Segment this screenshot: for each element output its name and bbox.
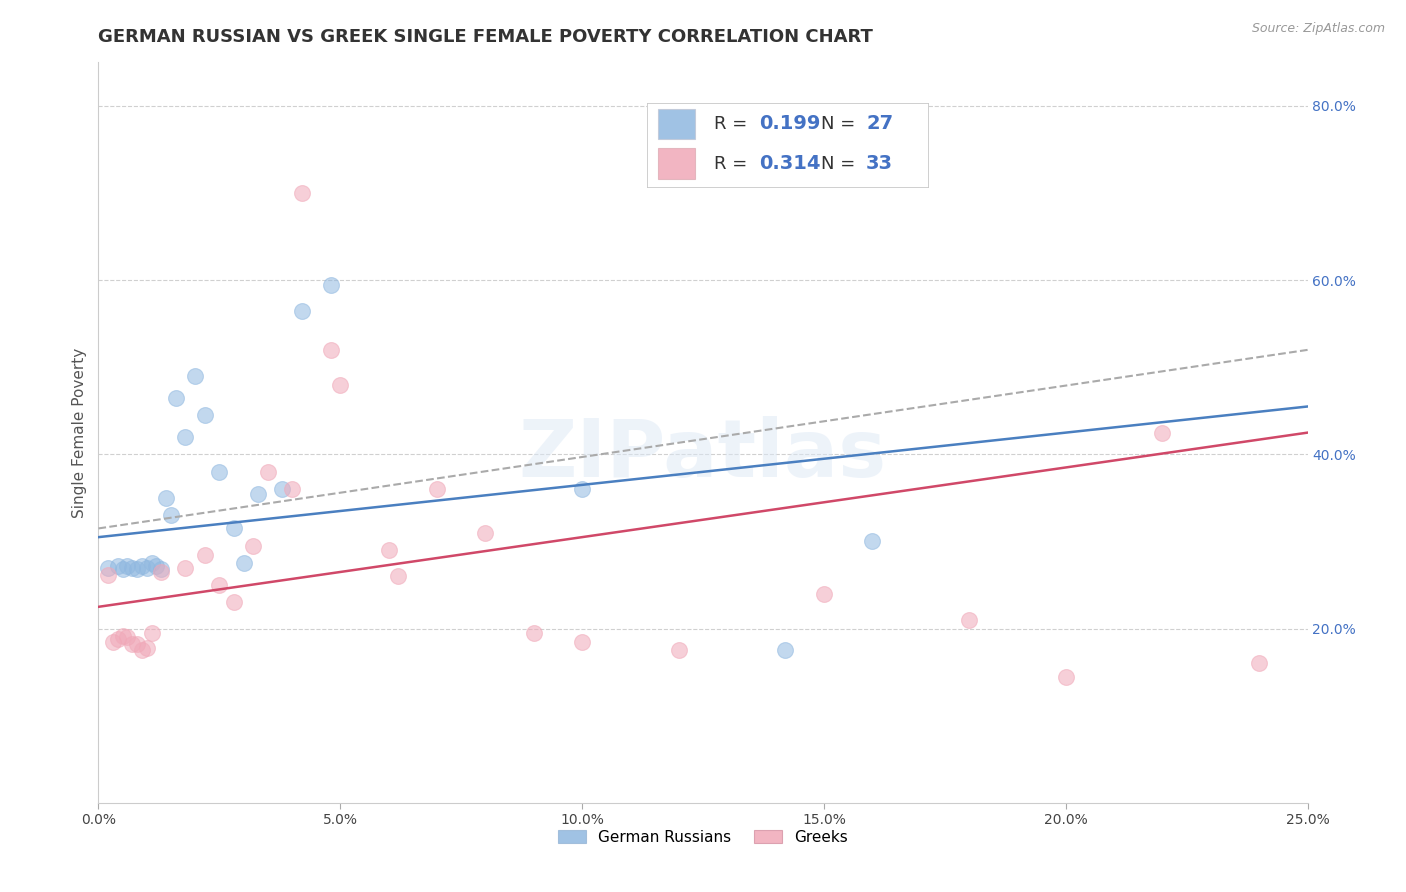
Point [1249,657,1271,671]
Point [571,634,593,648]
Point [111,629,134,643]
Point [194,548,217,562]
Point [474,525,496,540]
Point [165,391,187,405]
Point [121,560,143,574]
Point [860,534,883,549]
Point [329,377,352,392]
Point [319,343,342,357]
Point [117,630,139,644]
Point [668,643,690,657]
Text: N =: N = [821,154,860,172]
Point [150,562,173,576]
Text: ZIPatlas: ZIPatlas [519,416,887,494]
Point [773,643,796,657]
Point [426,482,449,496]
Text: 0.199: 0.199 [759,114,821,133]
Point [174,560,197,574]
Point [117,558,139,573]
Point [208,465,231,479]
Y-axis label: Single Female Poverty: Single Female Poverty [72,348,87,517]
Point [319,277,342,292]
Point [107,558,129,573]
Point [155,491,177,505]
Point [160,508,183,523]
Point [571,482,593,496]
Point [150,565,173,579]
Point [97,560,120,574]
Point [290,186,312,200]
Legend: German Russians, Greeks: German Russians, Greeks [553,823,853,851]
Point [145,558,167,573]
Point [131,643,153,657]
Point [232,556,254,570]
Point [247,486,270,500]
Point [222,521,245,535]
Point [271,482,294,496]
Point [127,562,149,576]
Point [208,578,231,592]
Point [135,560,157,574]
Point [242,539,264,553]
Point [141,626,163,640]
Text: Source: ZipAtlas.com: Source: ZipAtlas.com [1251,22,1385,36]
Text: N =: N = [821,115,860,133]
Point [1152,425,1174,440]
Point [184,369,207,384]
Point [101,634,124,648]
Point [135,640,157,655]
Point [141,556,163,570]
FancyBboxPatch shape [658,109,695,139]
Text: R =: R = [714,115,754,133]
Point [290,303,312,318]
Point [1054,669,1077,683]
Point [523,626,546,640]
Point [813,587,835,601]
Point [97,567,120,582]
Point [387,569,409,583]
Point [256,465,278,479]
Point [222,595,245,609]
Point [131,558,153,573]
Text: 0.314: 0.314 [759,154,821,173]
Point [174,430,197,444]
Point [957,613,980,627]
Point [121,637,143,651]
Point [377,543,399,558]
FancyBboxPatch shape [658,148,695,178]
Text: 27: 27 [866,114,893,133]
Point [194,408,217,422]
Point [111,562,134,576]
Point [107,632,129,646]
Point [127,637,149,651]
Point [281,482,304,496]
Text: GERMAN RUSSIAN VS GREEK SINGLE FEMALE POVERTY CORRELATION CHART: GERMAN RUSSIAN VS GREEK SINGLE FEMALE PO… [98,28,873,45]
Text: 33: 33 [866,154,893,173]
Text: R =: R = [714,154,754,172]
